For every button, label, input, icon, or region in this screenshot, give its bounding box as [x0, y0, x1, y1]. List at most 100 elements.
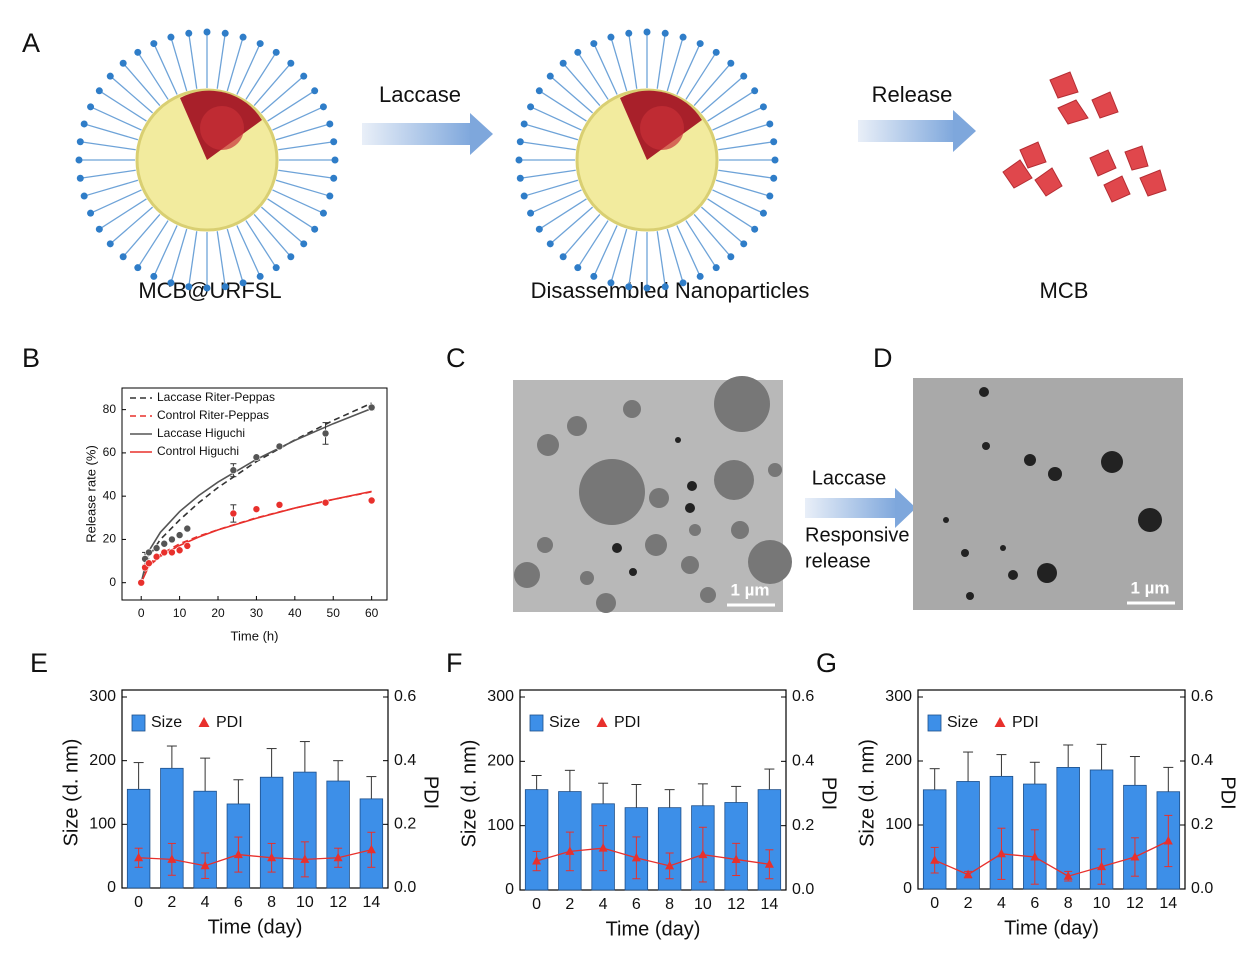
y-tick-label: 0	[107, 879, 116, 896]
y2-tick-label: 0.6	[394, 688, 416, 705]
error-bar	[233, 779, 244, 804]
point	[137, 578, 146, 587]
nanoparticle	[515, 28, 779, 292]
ligand-head	[607, 279, 615, 287]
pdi-marker	[598, 843, 608, 852]
pdi-line	[138, 849, 372, 867]
point	[160, 539, 169, 548]
x-tick-label: 2	[565, 896, 574, 913]
ligand-head	[272, 264, 280, 272]
error-bar	[200, 757, 211, 792]
legend-label: Laccase Riter-Peppas	[157, 390, 275, 404]
x-tick-label: 14	[362, 894, 380, 911]
point	[160, 548, 169, 557]
point	[275, 501, 284, 509]
step-label: Laccase	[379, 82, 461, 107]
x-tick-label: 4	[997, 895, 1006, 912]
y2-axis-label: PDI	[1217, 776, 1239, 809]
y2-tick-label: 0.0	[792, 881, 814, 898]
ligand-head	[75, 156, 83, 164]
x-tick-label: 40	[288, 606, 302, 620]
ligand-head	[696, 40, 704, 48]
y2-tick-label: 0.0	[1191, 880, 1213, 897]
y-tick-label: 80	[103, 402, 117, 416]
fit-line	[140, 407, 372, 583]
error-bar	[299, 741, 310, 773]
legend-swatch	[994, 717, 1006, 727]
ligand	[275, 179, 330, 197]
x-tick-label: 14	[760, 896, 778, 913]
error-bar	[697, 783, 708, 806]
x-tick-label: 10	[296, 894, 314, 911]
ligand	[253, 213, 292, 258]
ligand	[538, 198, 587, 230]
pdi-marker	[731, 854, 741, 863]
legend-label: PDI	[614, 714, 641, 731]
ligand-head	[590, 40, 598, 48]
ligand-head	[119, 253, 127, 261]
error-bar	[598, 782, 609, 804]
ligand	[216, 33, 226, 89]
y-axis-label: Size (d. nm)	[458, 740, 480, 848]
error-bar	[133, 762, 144, 790]
legend-label: Control Riter-Peppas	[157, 408, 269, 422]
ligand	[278, 141, 334, 151]
pdi-marker	[300, 854, 310, 863]
tem-image	[513, 376, 792, 613]
error-bar	[1129, 756, 1140, 786]
legend-label: Size	[947, 714, 978, 731]
bar	[657, 807, 682, 891]
ligand-head	[326, 192, 334, 200]
ligand-head	[770, 174, 778, 182]
y-tick-label: 200	[885, 752, 912, 769]
pdi-line	[934, 840, 1169, 877]
ligand	[520, 169, 576, 179]
bar	[922, 789, 947, 890]
ligand	[226, 37, 244, 92]
x-tick-label: 12	[329, 894, 347, 911]
ligand-head	[287, 59, 295, 67]
ligand-head	[256, 272, 264, 280]
ligand	[245, 220, 277, 269]
point	[175, 531, 184, 539]
error-bar	[366, 776, 377, 799]
ligand-head	[559, 253, 567, 261]
legend-swatch	[927, 714, 942, 732]
ligand-head	[311, 225, 319, 233]
legend-label: PDI	[216, 714, 243, 731]
ligand	[628, 33, 638, 89]
ligand-head	[319, 103, 327, 111]
x-axis-label: Time (day)	[1004, 917, 1099, 939]
ligand-head	[679, 279, 687, 287]
ligand-head	[696, 272, 704, 280]
ligand-head	[751, 87, 759, 95]
point	[367, 496, 376, 505]
y-axis-label: Release rate (%)	[83, 445, 98, 543]
ligand-head	[221, 283, 229, 291]
y-tick-label: 20	[103, 532, 117, 546]
ligand-head	[515, 156, 523, 164]
ligand-head	[516, 138, 524, 146]
ligand	[524, 179, 579, 197]
ligand	[272, 106, 324, 131]
pdi-marker	[200, 860, 210, 870]
ligand	[170, 37, 188, 92]
ligand	[693, 213, 732, 258]
ligand-head	[331, 156, 339, 164]
ligand-head	[150, 40, 158, 48]
point	[321, 498, 330, 507]
legend-swatch	[131, 714, 146, 732]
ligand	[712, 106, 764, 131]
y-tick-label: 60	[103, 445, 117, 459]
x-tick-label: 14	[1159, 895, 1177, 912]
nanoparticle	[75, 28, 339, 292]
point	[229, 509, 238, 518]
ligand	[260, 206, 305, 245]
panel-label: A	[22, 28, 40, 58]
ligand-head	[559, 59, 567, 67]
ligand-head	[239, 33, 247, 41]
error-bar	[266, 748, 277, 778]
ligand-head	[751, 225, 759, 233]
x-tick-label: 8	[1064, 895, 1073, 912]
